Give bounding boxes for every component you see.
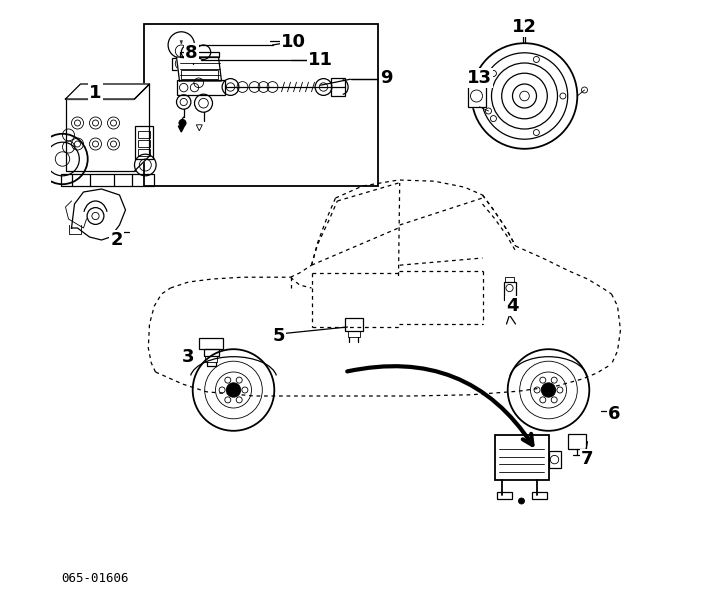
Text: 1: 1 <box>89 84 102 102</box>
Polygon shape <box>178 126 184 132</box>
Bar <box>61 174 154 186</box>
Text: 13: 13 <box>467 69 492 87</box>
Polygon shape <box>135 84 149 171</box>
Text: 5: 5 <box>272 327 285 345</box>
Circle shape <box>541 383 556 397</box>
Bar <box>468 85 486 107</box>
Circle shape <box>519 498 524 504</box>
Bar <box>177 80 224 95</box>
Bar <box>199 338 224 349</box>
Bar <box>137 131 149 138</box>
Bar <box>137 149 149 156</box>
Bar <box>172 58 191 70</box>
Bar <box>503 282 515 300</box>
Bar <box>344 318 362 331</box>
Bar <box>205 356 217 362</box>
Bar <box>181 70 218 79</box>
Bar <box>332 78 344 96</box>
Polygon shape <box>65 84 149 99</box>
Circle shape <box>226 383 240 397</box>
Bar <box>494 435 548 480</box>
Text: 4: 4 <box>506 297 519 315</box>
Bar <box>137 140 149 147</box>
Text: 9: 9 <box>380 69 393 87</box>
Circle shape <box>179 119 186 127</box>
Bar <box>497 492 512 499</box>
Polygon shape <box>177 57 222 81</box>
Text: 8: 8 <box>185 44 198 62</box>
Text: 065-01606: 065-01606 <box>61 572 129 585</box>
Text: 6: 6 <box>608 405 621 423</box>
Text: 3: 3 <box>182 348 195 366</box>
Bar <box>348 331 360 337</box>
Polygon shape <box>196 125 203 131</box>
Text: 2: 2 <box>110 231 123 249</box>
Text: 10: 10 <box>281 33 306 51</box>
Bar <box>179 52 219 57</box>
Bar <box>144 24 378 186</box>
Bar <box>548 451 561 468</box>
Text: 7: 7 <box>581 450 594 468</box>
Bar <box>568 434 586 449</box>
Polygon shape <box>468 85 486 107</box>
Bar <box>135 126 153 159</box>
Bar <box>204 349 219 356</box>
Text: 11: 11 <box>308 51 333 69</box>
Bar <box>505 277 514 282</box>
Text: 12: 12 <box>512 18 537 36</box>
Bar <box>65 99 135 171</box>
Bar <box>531 492 547 499</box>
